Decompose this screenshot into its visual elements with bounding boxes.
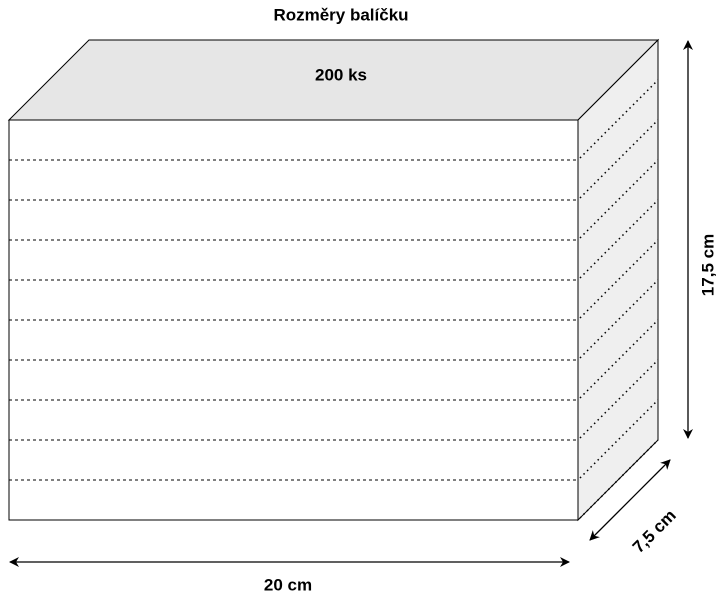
- line: [579, 79, 659, 159]
- line: [579, 119, 659, 199]
- depth-arrow: [589, 459, 671, 541]
- box-side: [577, 38, 659, 522]
- front-dashed-lines: [9, 159, 578, 481]
- line: [579, 319, 659, 399]
- title: Rozměry balíčku: [273, 5, 408, 24]
- depth-label: 7,5 cm: [629, 506, 680, 557]
- line: [579, 279, 659, 359]
- width-label: 20 cm: [264, 575, 312, 594]
- line: [579, 159, 659, 239]
- line: [579, 239, 659, 319]
- line: [579, 359, 659, 439]
- line: [579, 199, 659, 279]
- line: [579, 399, 659, 479]
- count-label: 200 ks: [315, 65, 367, 84]
- height-label: 17,5 cm: [698, 234, 717, 296]
